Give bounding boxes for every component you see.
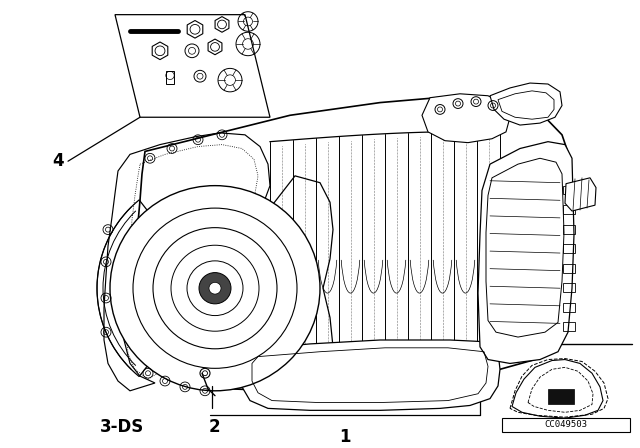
- Bar: [563, 205, 575, 214]
- Bar: [563, 264, 575, 272]
- Polygon shape: [528, 367, 593, 412]
- Polygon shape: [510, 358, 608, 417]
- Polygon shape: [490, 83, 562, 125]
- Bar: [166, 71, 174, 84]
- Text: 1: 1: [339, 428, 351, 446]
- Bar: [563, 303, 575, 312]
- Text: CC049503: CC049503: [545, 421, 588, 430]
- Polygon shape: [422, 94, 510, 142]
- Circle shape: [199, 272, 231, 304]
- Bar: [502, 418, 630, 432]
- Text: 2: 2: [208, 418, 220, 436]
- Polygon shape: [565, 178, 596, 211]
- Circle shape: [209, 282, 221, 294]
- Bar: [563, 323, 575, 331]
- Bar: [563, 225, 575, 233]
- Text: 3-DS: 3-DS: [100, 418, 144, 436]
- Text: 4: 4: [52, 152, 64, 170]
- Bar: [563, 244, 575, 253]
- Polygon shape: [478, 142, 574, 363]
- Bar: [563, 283, 575, 292]
- Bar: [563, 185, 575, 194]
- Polygon shape: [240, 340, 500, 410]
- Bar: [548, 389, 574, 405]
- Circle shape: [110, 185, 320, 391]
